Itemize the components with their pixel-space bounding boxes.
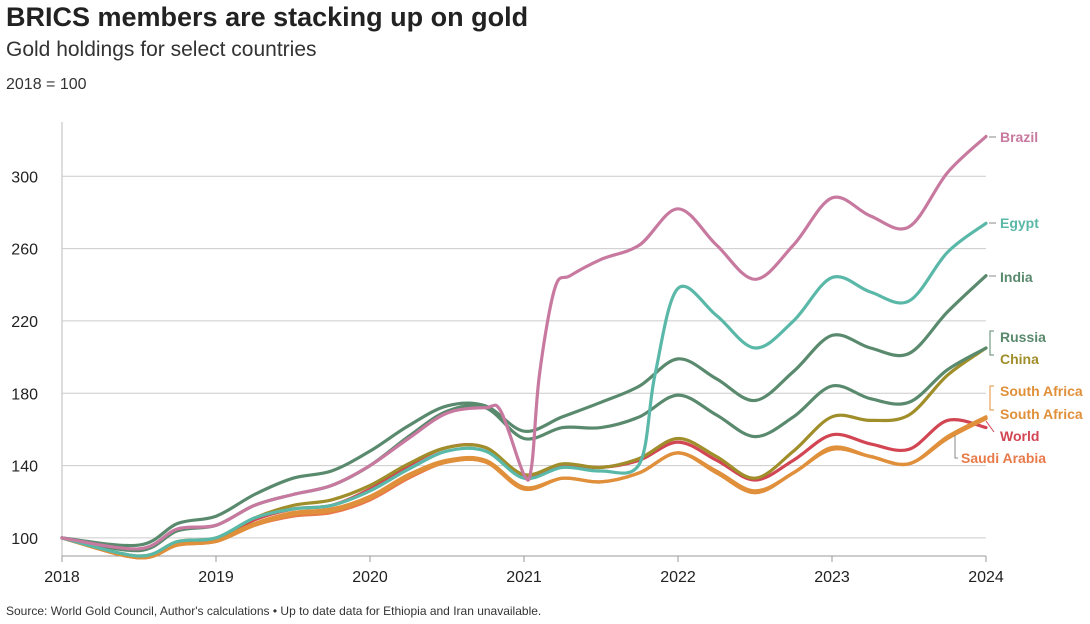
chart-subtitle: Gold holdings for select countries <box>6 38 317 61</box>
x-tick-label: 2018 <box>44 569 80 586</box>
y-tick-label: 220 <box>11 314 38 331</box>
x-tick-label: 2022 <box>660 569 696 586</box>
y-tick-label: 300 <box>11 169 38 186</box>
x-tick-label: 2021 <box>506 569 542 586</box>
series-label-saudi-arabia: Saudi Arabia <box>961 450 1046 466</box>
world-leader <box>985 420 995 433</box>
series-label-south-africa: South Africa <box>1000 383 1083 399</box>
chart-title: BRICS members are stacking up on gold <box>6 2 529 32</box>
saudi-arabia-leader <box>954 435 958 459</box>
series-line-india <box>60 274 988 548</box>
series-label-egypt: Egypt <box>1000 215 1039 231</box>
south-africa-bracket <box>989 385 994 411</box>
y-tick-label: 100 <box>11 531 38 548</box>
series-label-brazil: Brazil <box>1000 129 1038 145</box>
series-label-south-africa: South Africa <box>1000 406 1083 422</box>
russia-china-bracket <box>989 330 994 356</box>
series-line-china <box>60 346 988 558</box>
index-note: 2018 = 100 <box>6 76 87 93</box>
x-tick-label: 2019 <box>198 569 234 586</box>
series-label-russia: Russia <box>1000 329 1046 345</box>
x-tick-label: 2023 <box>814 569 850 586</box>
x-tick-label: 2020 <box>352 569 388 586</box>
y-tick-label: 140 <box>11 459 38 476</box>
series-line-egypt <box>60 221 988 558</box>
source-note: Source: World Gold Council, Author's cal… <box>6 604 542 618</box>
y-tick-label: 260 <box>11 242 38 259</box>
series-label-world: World <box>1000 428 1039 444</box>
series-label-india: India <box>1000 269 1033 285</box>
series-line-south-africa <box>60 415 988 560</box>
series-label-china: China <box>1000 351 1039 367</box>
y-tick-label: 180 <box>11 386 38 403</box>
x-tick-label: 2024 <box>968 569 1004 586</box>
series-line-brazil <box>60 134 988 551</box>
